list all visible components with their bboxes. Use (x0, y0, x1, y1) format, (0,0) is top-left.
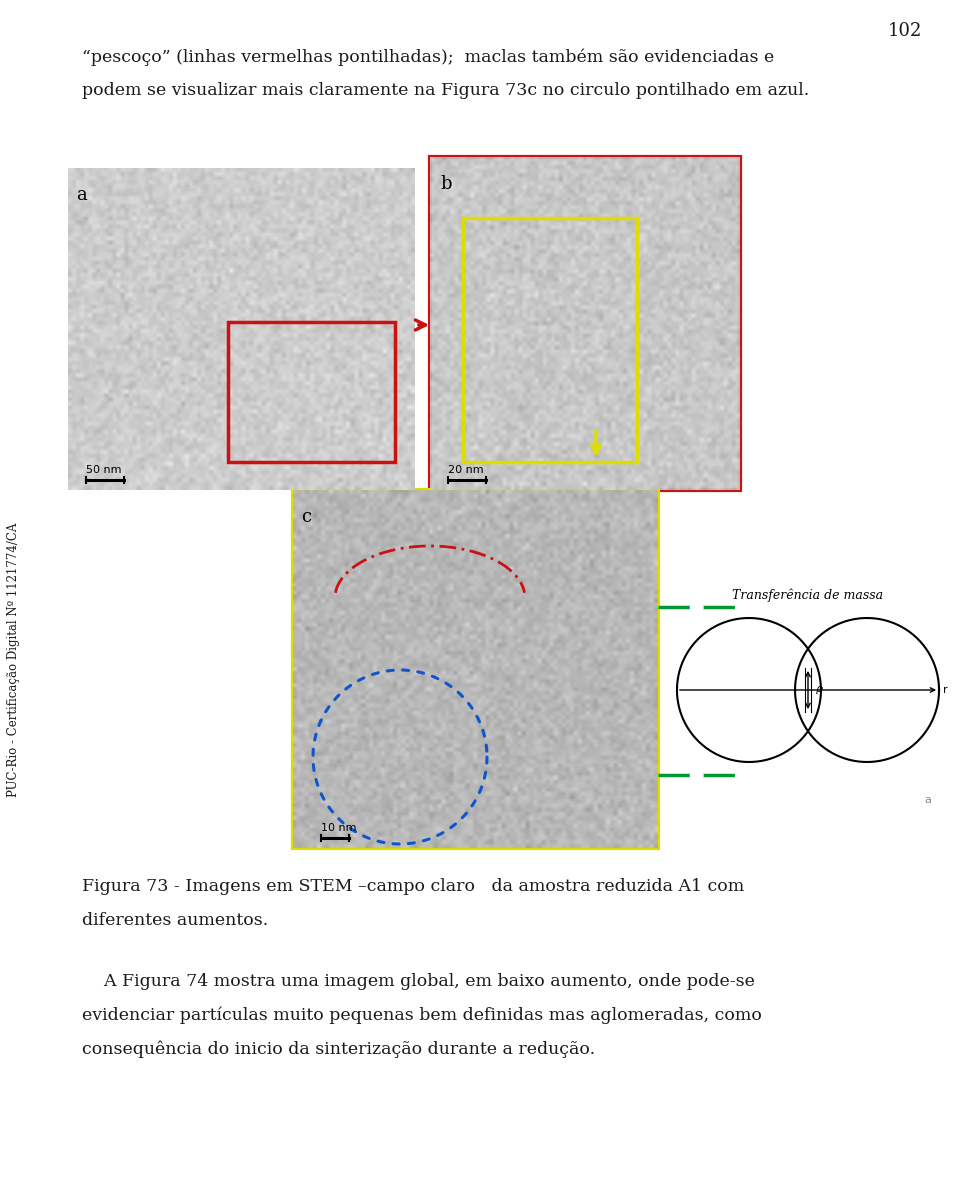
Text: Transferência de massa: Transferência de massa (732, 588, 883, 602)
Text: podem se visualizar mais claramente na Figura 73c no circulo pontilhado em azul.: podem se visualizar mais claramente na F… (82, 82, 809, 98)
Text: diferentes aumentos.: diferentes aumentos. (82, 912, 268, 929)
Text: Figura 73 - Imagens em STEM –campo claro   da amostra reduzida A1 com: Figura 73 - Imagens em STEM –campo claro… (82, 878, 744, 895)
Bar (293, 490, 658, 848)
Text: 10 nm: 10 nm (321, 823, 356, 833)
Text: A Figura 74 mostra uma imagem global, em baixo aumento, onde pode-se: A Figura 74 mostra uma imagem global, em… (82, 973, 755, 990)
Text: consequência do inicio da sinterização durante a redução.: consequência do inicio da sinterização d… (82, 1040, 595, 1058)
Text: 50 nm: 50 nm (86, 464, 122, 475)
Text: “pescoço” (linhas vermelhas pontilhadas);  maclas também são evidenciadas e: “pescoço” (linhas vermelhas pontilhadas)… (82, 48, 775, 66)
Text: a: a (924, 794, 931, 805)
Bar (463, 218, 637, 462)
Bar (228, 322, 395, 462)
Text: c: c (301, 508, 311, 526)
Text: a: a (76, 186, 86, 204)
Text: 20 nm: 20 nm (448, 464, 484, 475)
Text: evidenciar partículas muito pequenas bem definidas mas aglomeradas, como: evidenciar partículas muito pequenas bem… (82, 1007, 762, 1025)
Text: $\rho$: $\rho$ (815, 684, 824, 696)
Bar (68, 168, 415, 490)
Text: PUC-Rio - Certificação Digital Nº 1121774/CA: PUC-Rio - Certificação Digital Nº 112177… (8, 523, 20, 797)
Bar (430, 157, 740, 490)
Text: r: r (943, 685, 948, 695)
Text: b: b (440, 175, 451, 193)
Text: 102: 102 (888, 22, 923, 40)
